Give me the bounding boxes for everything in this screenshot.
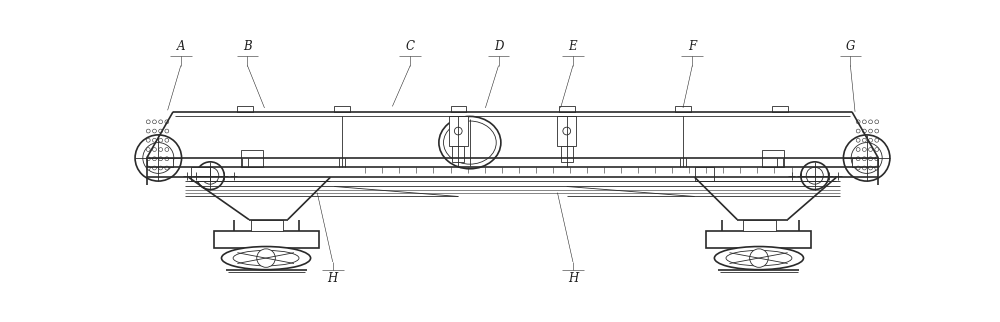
- Circle shape: [153, 129, 156, 133]
- Bar: [852, 158, 878, 167]
- Circle shape: [153, 166, 156, 170]
- Circle shape: [875, 120, 879, 124]
- Circle shape: [856, 138, 860, 142]
- Bar: [675, 106, 691, 112]
- Circle shape: [856, 120, 860, 124]
- Ellipse shape: [221, 247, 311, 270]
- Bar: [450, 106, 466, 112]
- Ellipse shape: [726, 251, 792, 266]
- Bar: [449, 116, 468, 147]
- Circle shape: [875, 166, 879, 170]
- Circle shape: [454, 127, 462, 135]
- Circle shape: [856, 166, 860, 170]
- Circle shape: [146, 147, 150, 151]
- Circle shape: [159, 120, 163, 124]
- Text: F: F: [688, 40, 696, 53]
- Circle shape: [843, 135, 890, 181]
- Circle shape: [153, 147, 156, 151]
- Circle shape: [159, 138, 163, 142]
- Circle shape: [159, 129, 163, 133]
- Circle shape: [165, 129, 169, 133]
- Bar: [561, 147, 573, 162]
- Ellipse shape: [714, 247, 804, 270]
- Circle shape: [135, 135, 182, 181]
- Bar: [237, 106, 253, 112]
- Circle shape: [862, 120, 866, 124]
- Circle shape: [869, 157, 872, 161]
- Circle shape: [202, 167, 219, 184]
- Bar: [557, 116, 576, 147]
- Circle shape: [257, 249, 275, 267]
- Circle shape: [146, 129, 150, 133]
- Bar: [559, 106, 574, 112]
- Text: A: A: [177, 40, 185, 53]
- Circle shape: [806, 167, 823, 184]
- Circle shape: [875, 157, 879, 161]
- Circle shape: [875, 138, 879, 142]
- Text: E: E: [569, 40, 577, 53]
- Text: C: C: [406, 40, 415, 53]
- Circle shape: [869, 120, 872, 124]
- Circle shape: [159, 157, 163, 161]
- Circle shape: [165, 157, 169, 161]
- Circle shape: [862, 129, 866, 133]
- Circle shape: [869, 147, 872, 151]
- Circle shape: [801, 162, 829, 190]
- Circle shape: [862, 147, 866, 151]
- Circle shape: [143, 143, 174, 173]
- Ellipse shape: [444, 121, 496, 164]
- Circle shape: [146, 120, 150, 124]
- Circle shape: [862, 138, 866, 142]
- Text: B: B: [243, 40, 252, 53]
- Ellipse shape: [233, 251, 299, 266]
- Ellipse shape: [439, 117, 501, 169]
- Circle shape: [856, 147, 860, 151]
- Text: H: H: [568, 272, 578, 285]
- Bar: [706, 231, 811, 248]
- Bar: [762, 150, 784, 167]
- Circle shape: [563, 127, 571, 135]
- Circle shape: [165, 120, 169, 124]
- Circle shape: [875, 129, 879, 133]
- Circle shape: [153, 138, 156, 142]
- Bar: [241, 150, 263, 167]
- Circle shape: [869, 129, 872, 133]
- Bar: [251, 220, 283, 231]
- Circle shape: [856, 129, 860, 133]
- Circle shape: [159, 147, 163, 151]
- Circle shape: [851, 143, 882, 173]
- Text: H: H: [328, 272, 338, 285]
- Circle shape: [146, 166, 150, 170]
- Bar: [334, 106, 350, 112]
- Circle shape: [165, 147, 169, 151]
- Circle shape: [165, 138, 169, 142]
- Bar: [191, 167, 210, 181]
- Text: D: D: [494, 40, 503, 53]
- Bar: [695, 167, 714, 181]
- Text: G: G: [846, 40, 855, 53]
- Bar: [772, 106, 788, 112]
- Circle shape: [153, 157, 156, 161]
- Circle shape: [146, 157, 150, 161]
- Circle shape: [875, 147, 879, 151]
- Circle shape: [869, 138, 872, 142]
- Circle shape: [856, 157, 860, 161]
- Bar: [214, 231, 319, 248]
- Circle shape: [196, 162, 224, 190]
- Circle shape: [146, 138, 150, 142]
- Circle shape: [862, 166, 866, 170]
- Bar: [452, 147, 464, 162]
- Circle shape: [165, 166, 169, 170]
- Circle shape: [869, 166, 872, 170]
- Circle shape: [862, 157, 866, 161]
- Bar: [147, 158, 173, 167]
- Circle shape: [750, 249, 768, 267]
- Circle shape: [159, 166, 163, 170]
- Circle shape: [153, 120, 156, 124]
- Bar: [743, 220, 776, 231]
